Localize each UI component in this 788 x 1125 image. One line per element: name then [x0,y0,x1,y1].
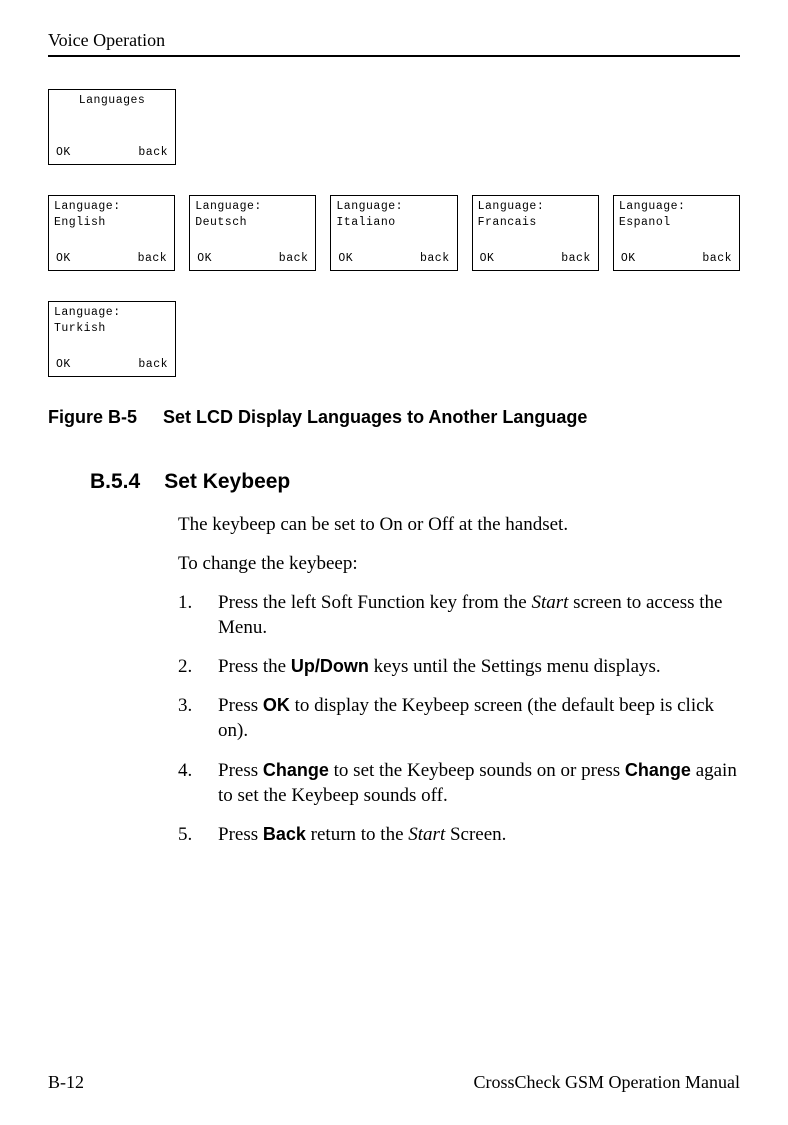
intro-para-1: The keybeep can be set to On or Off at t… [178,512,740,537]
lcd-label: Language: [336,200,451,214]
lcd-ok: OK [56,358,71,372]
page-footer: B-12 CrossCheck GSM Operation Manual [48,1072,740,1093]
lcd-ok: OK [621,252,636,266]
lcd-back: back [279,252,309,266]
italic-text: Start [531,592,568,613]
step-2: 2. Press the Up/Down keys until the Sett… [178,654,740,679]
step-text: Press OK to display the Keybeep screen (… [218,693,740,743]
steps-list: 1. Press the left Soft Function key from… [178,590,740,847]
bold-text: Up/Down [291,656,369,676]
lcd-back: back [420,252,450,266]
lcd-ok: OK [56,146,71,160]
lcd-ok: OK [480,252,495,266]
lcd-box-italiano: Language: Italiano OK back [330,195,457,271]
bold-text: Change [625,760,691,780]
lcd-value: Turkish [54,322,170,336]
bold-text: Back [263,824,306,844]
step-3: 3. Press OK to display the Keybeep scree… [178,693,740,743]
text: return to the [306,824,408,845]
bold-text: Change [263,760,329,780]
lcd-back: back [138,146,168,160]
step-number: 4. [178,758,218,808]
lcd-box-turkish: Language: Turkish OK back [48,301,176,377]
lcd-value: Italiano [336,216,451,230]
text: to set the Keybeep sounds on or press [329,760,625,781]
step-number: 1. [178,590,218,640]
text: Screen. [445,824,506,845]
manual-title: CrossCheck GSM Operation Manual [474,1072,740,1093]
lcd-value: English [54,216,169,230]
text: keys until the Settings menu displays. [369,656,661,677]
lcd-back: back [138,358,168,372]
bold-text: OK [263,695,290,715]
step-text: Press the left Soft Function key from th… [218,590,740,640]
lcd-box-francais: Language: Francais OK back [472,195,599,271]
text: to display the Keybeep screen (the defau… [218,695,714,741]
lcd-back: back [702,252,732,266]
text: Press [218,695,263,716]
figure-text: Set LCD Display Languages to Another Lan… [163,407,587,428]
lcd-value: Espanol [619,216,734,230]
figure-caption: Figure B-5 Set LCD Display Languages to … [48,407,740,428]
lcd-ok: OK [197,252,212,266]
running-header: Voice Operation [48,30,740,57]
step-text: Press Change to set the Keybeep sounds o… [218,758,740,808]
text: Press [218,824,263,845]
lcd-box-languages: Languages OK back [48,89,176,165]
figure-number: Figure B-5 [48,407,137,428]
lcd-value: Deutsch [195,216,310,230]
lcd-box-espanol: Language: Espanol OK back [613,195,740,271]
text: Press the left Soft Function key from th… [218,592,531,613]
lcd-row-1: Languages OK back [48,89,740,165]
lcd-label: Language: [195,200,310,214]
intro-para-2: To change the keybeep: [178,551,740,576]
lcd-box-deutsch: Language: Deutsch OK back [189,195,316,271]
section-body: The keybeep can be set to On or Off at t… [178,512,740,847]
step-text: Press the Up/Down keys until the Setting… [218,654,740,679]
lcd-box-english: Language: English OK back [48,195,175,271]
text: Press [218,760,263,781]
lcd-title: Languages [54,94,170,108]
lcd-label: Language: [619,200,734,214]
lcd-back: back [138,252,168,266]
step-number: 3. [178,693,218,743]
lcd-back: back [561,252,591,266]
lcd-row-3: Language: Turkish OK back [48,301,740,377]
step-1: 1. Press the left Soft Function key from… [178,590,740,640]
section-number: B.5.4 [90,470,140,494]
lcd-ok: OK [338,252,353,266]
section-heading: B.5.4 Set Keybeep [90,470,740,494]
text: Press the [218,656,291,677]
step-number: 2. [178,654,218,679]
step-4: 4. Press Change to set the Keybeep sound… [178,758,740,808]
step-5: 5. Press Back return to the Start Screen… [178,822,740,847]
step-number: 5. [178,822,218,847]
lcd-label: Language: [54,306,170,320]
lcd-ok: OK [56,252,71,266]
lcd-label: Language: [478,200,593,214]
lcd-value: Francais [478,216,593,230]
lcd-row-2: Language: English OK back Language: Deut… [48,195,740,271]
step-text: Press Back return to the Start Screen. [218,822,740,847]
page-number: B-12 [48,1072,84,1093]
italic-text: Start [408,824,445,845]
lcd-label: Language: [54,200,169,214]
section-title: Set Keybeep [164,470,290,494]
